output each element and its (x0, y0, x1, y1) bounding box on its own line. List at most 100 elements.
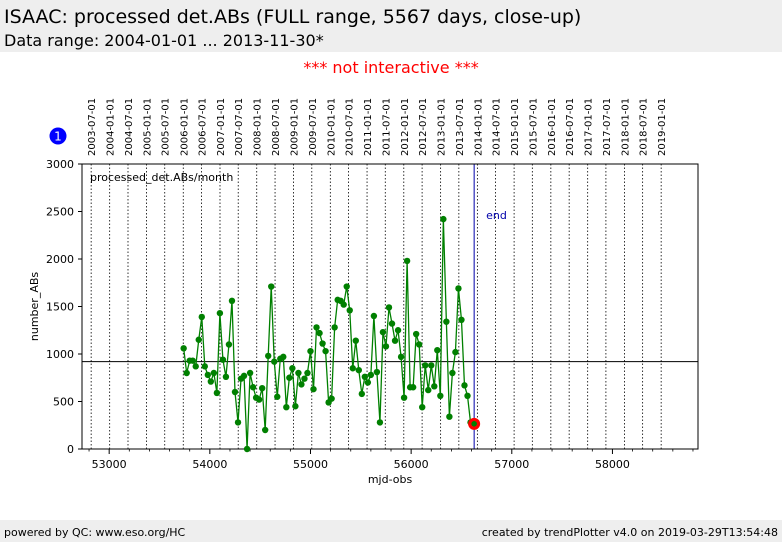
data-point (461, 382, 468, 389)
data-point (283, 404, 290, 411)
data-point (367, 371, 375, 379)
date-label: 2014-07-01 (492, 98, 503, 156)
data-point (449, 369, 456, 377)
data-point (443, 318, 450, 325)
chart-title: processed_det.ABs/month (90, 171, 233, 184)
data-point (261, 426, 269, 434)
data-point (455, 285, 462, 292)
y-tick-label: 1500 (46, 301, 74, 314)
data-point (307, 347, 314, 355)
data-point (286, 374, 293, 381)
data-point (355, 366, 362, 374)
data-point (280, 353, 287, 361)
date-label: 2004-01-01 (106, 98, 117, 156)
data-point (331, 324, 338, 331)
y-tick-label: 0 (67, 443, 74, 456)
data-point (249, 384, 257, 391)
data-point (268, 283, 275, 290)
y-tick-label: 2000 (46, 253, 74, 266)
data-point (343, 283, 350, 290)
date-label: 2013-01-01 (437, 98, 448, 156)
data-point (428, 362, 435, 369)
data-point (391, 337, 399, 344)
data-point (301, 375, 308, 382)
data-point (246, 369, 254, 377)
date-label: 2011-07-01 (381, 98, 392, 156)
header-bar: ISAAC: processed det.ABs (FULL range, 55… (0, 0, 782, 52)
footer-powered-by: powered by QC: www.eso.org/HC (4, 526, 186, 539)
data-point (322, 347, 329, 355)
date-label: 2017-01-01 (584, 98, 595, 156)
data-point (183, 369, 190, 377)
series-line (183, 219, 475, 450)
y-tick-label: 1000 (46, 348, 74, 361)
data-point (222, 373, 230, 380)
data-point (419, 404, 426, 411)
date-label: 2019-01-01 (657, 98, 668, 156)
data-point (364, 379, 372, 386)
info-badge (49, 127, 67, 145)
date-label: 2009-07-01 (308, 98, 319, 156)
date-label: 2006-07-01 (197, 98, 208, 156)
date-label: 2015-07-01 (528, 98, 539, 156)
data-point (397, 353, 405, 361)
data-point (240, 372, 248, 380)
data-point (403, 257, 411, 265)
data-point (255, 396, 263, 403)
data-point (192, 363, 199, 370)
data-point (352, 337, 359, 344)
data-point (464, 392, 471, 399)
x-tick-label: 58000 (595, 458, 630, 471)
data-point (243, 445, 251, 453)
x-axis-label: mjd-obs (368, 473, 413, 486)
y-axis-label: number_ABs (28, 272, 41, 342)
date-label: 2009-01-01 (290, 98, 301, 156)
data-point (446, 413, 453, 420)
data-point (219, 356, 227, 363)
date-label: 2007-07-01 (234, 98, 245, 156)
date-label: 2010-01-01 (326, 98, 337, 156)
date-label: 2016-01-01 (547, 98, 558, 156)
data-point (180, 345, 187, 352)
data-point (204, 371, 212, 379)
data-point (422, 362, 429, 369)
footer-bar: powered by QC: www.eso.org/HC created by… (0, 520, 782, 542)
data-point (189, 357, 196, 364)
data-point (346, 307, 353, 314)
date-label: 2005-01-01 (143, 98, 154, 156)
x-tick-label: 53000 (92, 458, 127, 471)
data-point (412, 330, 420, 338)
data-point (440, 215, 447, 223)
data-point (361, 373, 369, 380)
data-point (394, 327, 402, 334)
data-point (376, 419, 384, 426)
data-point (304, 369, 311, 377)
data-point (437, 392, 444, 399)
data-point (231, 388, 239, 396)
footer-created-by: created by trendPlotter v4.0 on 2019-03-… (481, 526, 778, 539)
data-point (234, 419, 242, 426)
data-point (385, 304, 393, 311)
data-point (425, 386, 432, 394)
data-point (370, 312, 378, 320)
info-badge-label: 1 (54, 130, 62, 144)
date-label: 2008-01-01 (253, 98, 264, 156)
data-point (265, 352, 272, 360)
data-point (310, 385, 317, 393)
data-point (289, 365, 296, 372)
date-label: 2008-07-01 (271, 98, 282, 156)
x-tick-label: 56000 (394, 458, 429, 471)
date-label: 2016-07-01 (565, 98, 576, 156)
date-label: 2015-01-01 (510, 98, 521, 156)
date-label: 2011-01-01 (363, 98, 374, 156)
data-point (198, 313, 205, 321)
data-point (228, 297, 236, 304)
data-point (382, 343, 390, 350)
data-point (431, 383, 438, 390)
date-label: 2003-07-01 (87, 98, 98, 156)
data-point (225, 341, 233, 348)
data-point (195, 336, 202, 343)
y-tick-label: 500 (53, 396, 74, 409)
data-point (298, 381, 305, 388)
data-point (292, 403, 299, 410)
